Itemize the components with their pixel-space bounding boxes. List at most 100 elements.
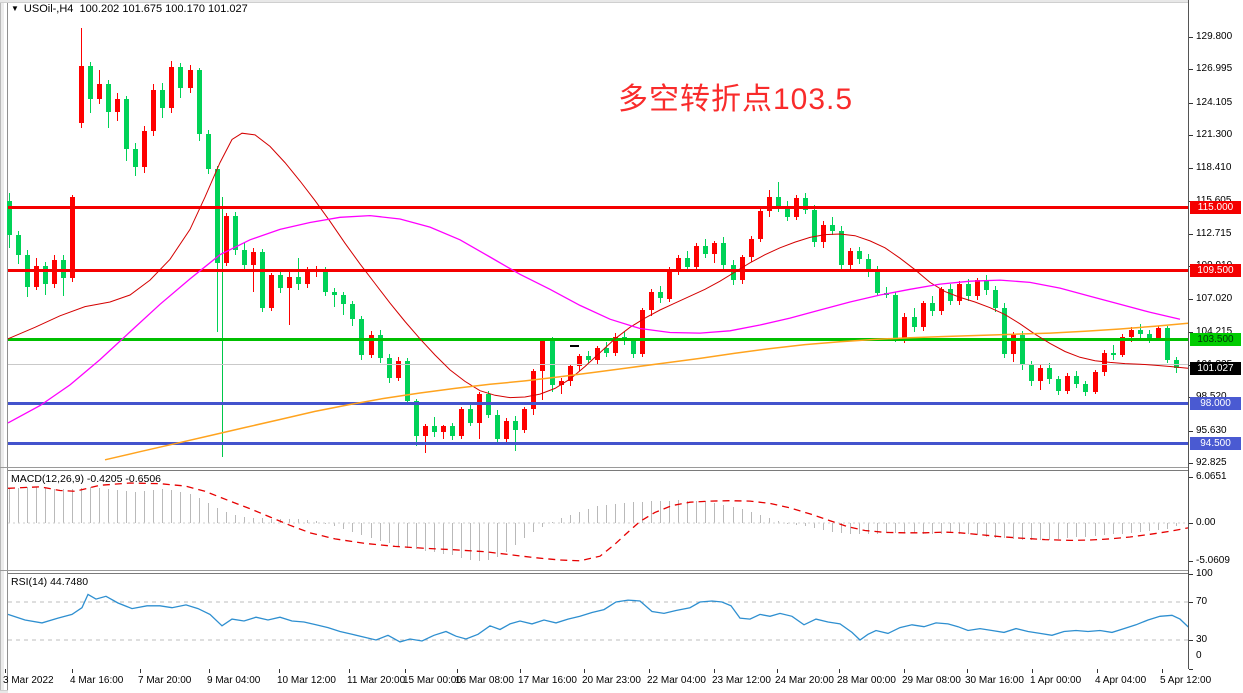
time-tick-label: 30 Mar 16:00	[965, 675, 1024, 686]
macd-tick-label: 6.0651	[1196, 471, 1227, 483]
price-tick-mark	[1189, 134, 1193, 136]
time-tick-mark	[714, 669, 715, 673]
time-tick-mark	[405, 669, 406, 673]
vertical-event-line[interactable]	[222, 197, 223, 457]
price-tick-mark	[1189, 69, 1193, 71]
price-tick-label: 118.410	[1196, 162, 1232, 174]
pane-separator[interactable]	[0, 467, 1243, 468]
window-top-border	[0, 0, 1243, 3]
price-tick-label: 121.300	[1196, 128, 1233, 140]
price-tick-label: 115.605	[1196, 195, 1231, 206]
horizontal-level-line[interactable]	[8, 205, 1189, 209]
time-tick-label: 10 Mar 12:00	[277, 675, 336, 686]
rsi-tick-mark	[1189, 668, 1193, 670]
chart-titlebar: ▼ USOil-,H4 100.202 101.675 100.170 101.…	[11, 3, 248, 15]
annotation-text: 多空转折点103.5	[618, 83, 854, 116]
rsi-tick-label: 30	[1196, 634, 1208, 645]
macd-label: MACD(12,26,9) -0.4205 -0.6506	[11, 473, 161, 485]
time-tick-mark	[1097, 669, 1098, 673]
time-tick-mark	[209, 669, 210, 673]
window-left-border	[0, 0, 8, 693]
time-tick-mark	[777, 669, 778, 673]
time-tick-label: 1 Apr 00:00	[1030, 675, 1082, 686]
price-level-badge: 103.500	[1190, 333, 1241, 347]
time-tick-mark	[520, 669, 521, 673]
time-tick-label: 9 Mar 04:00	[207, 675, 261, 686]
time-tick-label: 4 Mar 16:00	[70, 675, 124, 686]
time-tick-mark	[904, 669, 905, 673]
price-tick-label: 129.800	[1196, 31, 1233, 42]
horizontal-level-line[interactable]	[8, 364, 1189, 366]
price-tick-label: 92.825	[1196, 456, 1227, 468]
price-tick-mark	[1189, 430, 1193, 432]
symbol-dropdown-icon[interactable]: ▼	[11, 4, 19, 13]
price-tick-label: 107.020	[1196, 293, 1233, 305]
time-tick-mark	[279, 669, 280, 673]
time-tick-label: 23 Mar 12:00	[712, 675, 771, 686]
time-tick-mark	[649, 669, 650, 673]
time-tick-label: 15 Mar 00:00	[403, 675, 462, 686]
price-scale[interactable]: 129.800 126.995 124.105 121.300 118.410 115.6…	[1188, 0, 1243, 670]
time-tick-label: 22 Mar 04:00	[647, 675, 706, 686]
pane-separator[interactable]	[0, 570, 1243, 571]
macd-tick-label: -5.0609	[1196, 555, 1230, 567]
time-tick-mark	[839, 669, 840, 673]
time-tick-mark	[1032, 669, 1033, 673]
time-tick-label: 24 Mar 20:00	[775, 675, 834, 686]
price-tick-mark	[1189, 299, 1193, 301]
time-tick-mark	[967, 669, 968, 673]
time-tick-label: 7 Mar 20:00	[138, 675, 192, 686]
macd-tick-label: 0.00	[1196, 517, 1216, 528]
price-tick-mark	[1189, 233, 1193, 235]
time-tick-mark	[457, 669, 458, 673]
price-level-badge: 98.000	[1190, 396, 1241, 410]
time-tick-label: 28 Mar 00:00	[837, 675, 896, 686]
chart-title-ohlc: USOil-,H4 100.202 101.675 100.170 101.02…	[23, 3, 248, 15]
time-tick-label: 5 Apr 12:00	[1160, 675, 1212, 686]
rsi-tick-mark	[1189, 640, 1193, 641]
time-tick-mark	[349, 669, 350, 673]
time-tick-mark	[5, 669, 6, 673]
macd-tick-mark	[1189, 523, 1193, 524]
price-tick-label: 104.215	[1196, 325, 1233, 337]
time-tick-mark	[140, 669, 141, 673]
price-level-badge: 115.000	[1190, 200, 1241, 214]
horizontal-level-line[interactable]	[8, 401, 1189, 405]
time-tick-mark	[72, 669, 73, 673]
price-tick-mark	[1189, 462, 1193, 464]
price-tick-label: 126.995	[1196, 63, 1233, 75]
time-tick-label: 17 Mar 16:00	[518, 675, 577, 686]
price-tick-mark	[1189, 37, 1193, 38]
rsi-tick-mark	[1189, 602, 1193, 603]
rsi-label: RSI(14) 44.7480	[11, 576, 89, 588]
price-tick-label: 124.105	[1196, 96, 1233, 108]
macd-tick-mark	[1189, 561, 1193, 563]
horizontal-level-line[interactable]	[8, 338, 1189, 342]
macd-pane[interactable]: MACD(12,26,9) -0.4205 -0.6506	[8, 470, 1189, 571]
time-scale[interactable]: 3 Mar 2022 4 Mar 16:00 7 Mar 20:00 9 Mar 04…	[3, 669, 1243, 693]
rsi-tick-label: 0	[1196, 650, 1202, 661]
price-tick-mark	[1189, 168, 1193, 170]
price-chart-pane[interactable]	[8, 15, 1189, 467]
time-tick-label: 11 Mar 20:00	[347, 675, 406, 686]
time-tick-mark	[1162, 669, 1163, 673]
rsi-tick-label: 70	[1196, 596, 1208, 607]
rsi-pane[interactable]: RSI(14) 44.7480	[8, 573, 1189, 670]
price-tick-mark	[1189, 331, 1193, 333]
rsi-tick-mark	[1189, 573, 1193, 575]
time-tick-label: 20 Mar 23:00	[582, 675, 641, 686]
price-level-badge: 109.500	[1190, 264, 1241, 278]
price-level-badge: 94.500	[1190, 437, 1241, 451]
macd-tick-mark	[1189, 477, 1193, 479]
price-tick-mark	[1189, 102, 1193, 104]
price-tick-label: 112.715	[1196, 227, 1232, 239]
time-tick-label: 29 Mar 08:00	[902, 675, 961, 686]
price-level-badge: 101.027	[1190, 361, 1241, 375]
price-tick-label: 95.630	[1196, 424, 1227, 436]
time-tick-label: 16 Mar 08:00	[455, 675, 514, 686]
horizontal-level-line[interactable]	[8, 269, 1189, 273]
horizontal-level-line[interactable]	[8, 442, 1189, 446]
time-tick-mark	[584, 669, 585, 673]
time-tick-label: 4 Apr 04:00	[1095, 675, 1147, 686]
